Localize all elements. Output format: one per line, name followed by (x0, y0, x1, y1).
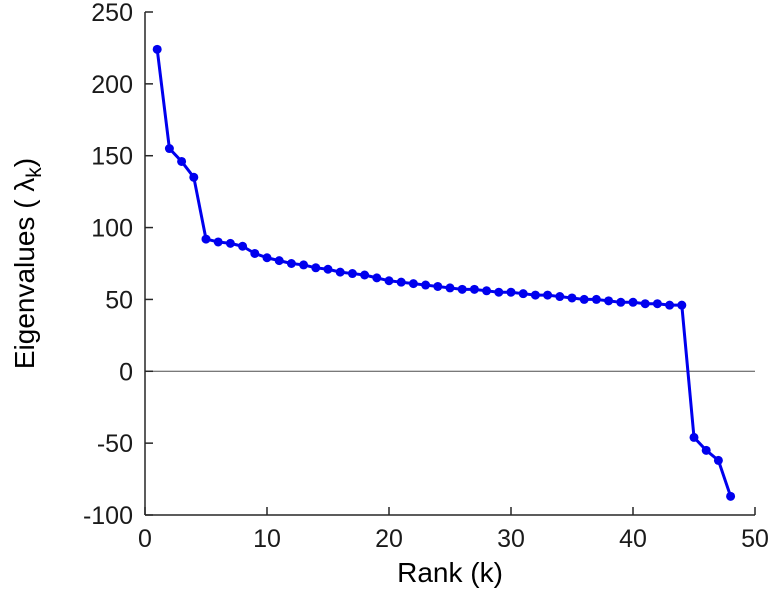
y-tick-label: 50 (105, 286, 133, 314)
y-tick-label: -50 (97, 430, 133, 458)
marker (543, 290, 553, 300)
marker (189, 172, 199, 182)
marker (591, 294, 601, 304)
x-tick-label: 30 (497, 525, 525, 553)
marker (530, 290, 540, 300)
marker (152, 44, 162, 54)
y-tick-label: -100 (83, 502, 133, 530)
marker (652, 299, 662, 309)
marker (677, 300, 687, 310)
y-tick-label: 100 (91, 215, 133, 243)
marker (518, 289, 528, 299)
x-tick-label: 10 (253, 525, 281, 553)
marker (482, 286, 492, 296)
plot-area: 0 10 20 30 40 50 -100 -50 0 50 100 150 200 250 (83, 0, 769, 553)
y-tick-label: 0 (119, 358, 133, 386)
marker (421, 280, 431, 290)
marker (616, 297, 626, 307)
marker (555, 292, 565, 302)
x-tick-label: 40 (619, 525, 647, 553)
y-tick-label: 150 (91, 143, 133, 171)
marker (457, 284, 467, 294)
marker (396, 277, 406, 287)
marker (701, 445, 711, 455)
marker (665, 300, 675, 310)
marker (274, 256, 284, 266)
marker (445, 283, 455, 293)
marker (213, 237, 223, 247)
marker (262, 253, 272, 263)
y-axis-label-subscript: k (23, 167, 46, 178)
x-axis-label: Rank (k) (397, 557, 503, 588)
marker (469, 284, 479, 294)
marker (335, 267, 345, 277)
marker (286, 259, 296, 268)
x-tick-label: 0 (138, 525, 152, 553)
marker (299, 260, 309, 270)
marker (408, 279, 418, 289)
marker (494, 287, 504, 297)
marker (384, 276, 394, 286)
y-axis-label: Eigenvalues ( λk) (9, 158, 46, 369)
marker (433, 281, 443, 291)
marker (604, 296, 614, 306)
marker (311, 263, 321, 273)
marker (628, 297, 638, 307)
marker (567, 293, 577, 303)
marker (225, 238, 235, 248)
marker (713, 455, 723, 465)
marker (579, 294, 589, 304)
marker (238, 241, 248, 251)
marker (726, 491, 736, 501)
marker (323, 264, 333, 274)
y-axis-label-suffix: ) (9, 158, 40, 167)
marker (347, 269, 357, 279)
series-line (155, 47, 733, 498)
marker (506, 287, 516, 297)
marker (372, 273, 382, 283)
marker (177, 156, 187, 166)
marker (201, 234, 211, 244)
y-axis-label-prefix: Eigenvalues ( λ (9, 178, 40, 369)
marker (640, 299, 650, 309)
marker (689, 432, 699, 442)
marker (360, 270, 370, 280)
x-tick-label: 50 (741, 525, 769, 553)
y-tick-label: 250 (91, 0, 133, 27)
marker (250, 248, 260, 258)
marker (164, 144, 174, 154)
x-tick-label: 20 (375, 525, 403, 553)
y-tick-label: 200 (91, 71, 133, 99)
